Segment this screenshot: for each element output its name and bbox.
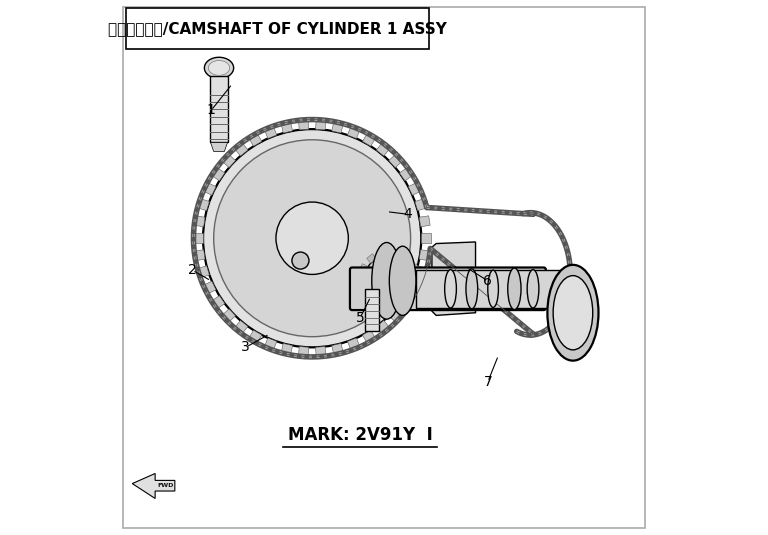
Polygon shape: [392, 249, 400, 257]
Polygon shape: [359, 288, 368, 298]
Polygon shape: [409, 281, 421, 294]
Polygon shape: [299, 347, 309, 357]
Polygon shape: [432, 242, 475, 316]
Polygon shape: [389, 154, 402, 167]
Ellipse shape: [488, 270, 498, 308]
Polygon shape: [419, 250, 430, 261]
Polygon shape: [379, 249, 387, 257]
FancyBboxPatch shape: [126, 8, 429, 49]
Polygon shape: [410, 288, 419, 298]
Polygon shape: [399, 296, 413, 309]
Polygon shape: [194, 216, 205, 227]
Text: 3: 3: [241, 340, 250, 354]
Polygon shape: [281, 343, 293, 355]
Circle shape: [276, 202, 349, 274]
FancyBboxPatch shape: [210, 76, 227, 142]
Polygon shape: [316, 120, 326, 130]
Polygon shape: [264, 126, 276, 139]
Polygon shape: [332, 121, 343, 133]
Polygon shape: [316, 347, 326, 357]
Polygon shape: [366, 298, 376, 308]
Polygon shape: [409, 182, 421, 195]
Ellipse shape: [445, 270, 456, 308]
Polygon shape: [194, 250, 205, 261]
Polygon shape: [392, 304, 400, 312]
Polygon shape: [210, 142, 227, 151]
Polygon shape: [222, 309, 236, 323]
Polygon shape: [234, 142, 248, 156]
Polygon shape: [281, 121, 293, 133]
Polygon shape: [222, 154, 236, 167]
Polygon shape: [376, 320, 390, 334]
Polygon shape: [249, 330, 262, 343]
Polygon shape: [379, 304, 387, 312]
Polygon shape: [416, 270, 573, 308]
Polygon shape: [204, 182, 216, 195]
Polygon shape: [366, 254, 376, 263]
Polygon shape: [197, 266, 210, 278]
Polygon shape: [362, 133, 376, 146]
Ellipse shape: [553, 276, 593, 350]
Polygon shape: [204, 281, 216, 294]
Ellipse shape: [527, 270, 539, 308]
Polygon shape: [402, 254, 412, 263]
Text: FWD: FWD: [157, 483, 174, 488]
Polygon shape: [211, 296, 225, 309]
Text: 7: 7: [483, 375, 492, 389]
Ellipse shape: [548, 265, 598, 361]
Polygon shape: [415, 198, 427, 211]
Ellipse shape: [466, 269, 478, 309]
Text: MARK: 2V91Y  I: MARK: 2V91Y I: [288, 426, 432, 444]
Polygon shape: [197, 198, 210, 211]
Ellipse shape: [508, 268, 521, 310]
Polygon shape: [415, 277, 421, 285]
Polygon shape: [347, 126, 360, 139]
Ellipse shape: [372, 242, 402, 319]
Polygon shape: [389, 309, 402, 323]
Polygon shape: [410, 264, 419, 273]
Polygon shape: [415, 266, 427, 278]
Polygon shape: [332, 343, 343, 355]
Ellipse shape: [204, 57, 233, 79]
Circle shape: [447, 270, 463, 286]
Circle shape: [364, 255, 415, 307]
Circle shape: [214, 140, 411, 337]
Polygon shape: [376, 142, 390, 156]
Polygon shape: [234, 320, 248, 334]
Polygon shape: [421, 233, 431, 243]
Text: 5: 5: [356, 311, 365, 325]
Polygon shape: [347, 338, 360, 350]
Polygon shape: [358, 277, 364, 285]
Text: 前缸凸轮轴组/CAMSHAFT OF CYLINDER 1 ASSY: 前缸凸轮轴组/CAMSHAFT OF CYLINDER 1 ASSY: [108, 21, 447, 36]
Text: 2: 2: [188, 263, 197, 277]
Circle shape: [203, 129, 422, 347]
Text: 4: 4: [403, 207, 412, 221]
Polygon shape: [132, 473, 175, 499]
Ellipse shape: [389, 246, 416, 316]
Polygon shape: [399, 167, 413, 181]
FancyBboxPatch shape: [366, 289, 379, 331]
Ellipse shape: [208, 60, 230, 75]
Polygon shape: [194, 233, 204, 243]
Text: 1: 1: [207, 103, 216, 118]
FancyBboxPatch shape: [350, 268, 546, 310]
Text: 6: 6: [483, 274, 492, 288]
Polygon shape: [402, 298, 412, 308]
Circle shape: [292, 252, 309, 269]
Polygon shape: [299, 120, 309, 130]
Polygon shape: [249, 133, 262, 146]
Polygon shape: [419, 216, 430, 227]
Polygon shape: [362, 330, 376, 343]
Polygon shape: [264, 338, 276, 350]
Polygon shape: [211, 167, 225, 181]
Polygon shape: [359, 264, 368, 273]
